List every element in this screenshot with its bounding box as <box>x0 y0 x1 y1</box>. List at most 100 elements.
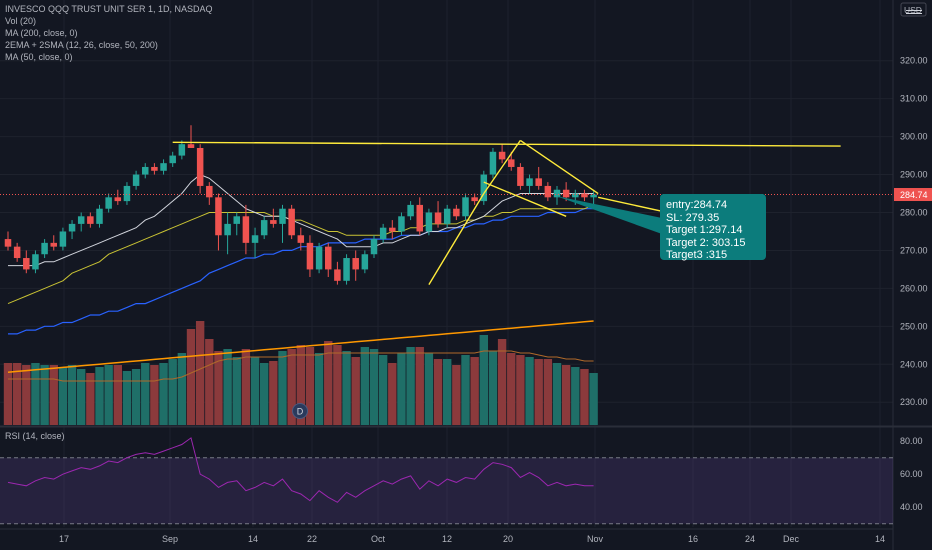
volume-bar <box>397 353 406 425</box>
volume-bar <box>296 345 305 425</box>
volume-bar <box>488 351 498 425</box>
volume-bar <box>561 365 571 425</box>
price-tick-label: 300.00 <box>900 132 928 142</box>
candle-body <box>160 163 167 171</box>
candle-body <box>151 166 158 171</box>
volume-bar <box>67 365 77 425</box>
trade-callout[interactable]: entry:284.74 SL: 279.35 Target 1:297.14 … <box>660 194 766 261</box>
candle-body <box>224 223 231 236</box>
price-tick-label: 270.00 <box>900 245 928 255</box>
candle-body <box>77 216 85 224</box>
candle-body <box>13 246 21 259</box>
candle-body <box>590 194 597 198</box>
volume-bar <box>424 353 434 425</box>
candle-body <box>132 174 140 186</box>
volume-bar <box>443 359 452 425</box>
volume-bar <box>278 351 287 425</box>
volume-bar <box>369 349 379 425</box>
volume-bar <box>113 365 122 425</box>
price-tick-label: 310.00 <box>900 94 928 104</box>
volume-bar <box>543 359 553 425</box>
candle-body <box>425 212 433 232</box>
candle-body <box>196 147 204 186</box>
last-price-tag <box>894 188 932 202</box>
volume-bar <box>86 373 95 425</box>
volume-bar <box>3 363 13 425</box>
volume-bar <box>260 363 269 425</box>
volume-bar <box>241 349 251 425</box>
time-tick-label: 12 <box>442 534 452 544</box>
callout-stop-loss: SL: 279.35 <box>666 211 720 224</box>
candle-body <box>480 174 488 202</box>
currency-box <box>900 2 927 17</box>
candle-body <box>23 258 30 270</box>
legend-ma200[interactable]: MA (200, close, 0) <box>5 28 78 38</box>
volume-bar <box>580 369 589 425</box>
time-tick-label: Sep <box>162 534 178 544</box>
time-tick-label: 24 <box>745 534 755 544</box>
volume-bar <box>388 363 397 425</box>
legend-vol[interactable]: Vol (20) <box>5 16 37 26</box>
volume-bar <box>131 369 141 425</box>
candle-body <box>270 220 277 224</box>
candle-body <box>242 216 250 243</box>
rsi-legend[interactable]: RSI (14, close) <box>5 431 65 441</box>
rsi-line <box>7 437 594 503</box>
time-tick-label: 16 <box>688 534 698 544</box>
candle-body <box>553 189 561 198</box>
volume-bar <box>31 363 40 425</box>
volume-bar <box>461 355 470 425</box>
volume-bar <box>205 339 214 425</box>
price-tick-label: 250.00 <box>900 321 928 331</box>
candle-body <box>105 197 112 209</box>
candle-body <box>260 220 268 236</box>
candle-body <box>178 144 186 156</box>
candle-body <box>169 155 176 164</box>
legend-symbol[interactable]: INVESCO QQQ TRUST UNIT SER 1, 1D, NASDAQ <box>5 4 213 14</box>
candle-body <box>114 197 122 202</box>
candle-body <box>343 258 350 281</box>
legend-ma50[interactable]: MA (50, close, 0) <box>5 52 73 62</box>
volume-bar <box>58 367 68 425</box>
volume-bar <box>232 357 241 425</box>
volume-bar <box>159 363 168 425</box>
candle-body <box>41 242 48 255</box>
rsi-tick-label: 60.00 <box>900 469 923 479</box>
candle-body <box>471 197 478 202</box>
callout-pointer <box>556 196 662 234</box>
time-tick-label: 17 <box>59 534 69 544</box>
volume-bar <box>95 367 104 425</box>
rsi-tick-label: 80.00 <box>900 436 923 446</box>
legend-ema-sma[interactable]: 2EMA + 2SMA (12, 26, close, 50, 200) <box>5 40 158 50</box>
volume-bar <box>214 351 223 425</box>
candle-body <box>352 258 359 270</box>
volume-bar <box>507 353 516 425</box>
candle-body <box>498 151 506 160</box>
candle-body <box>581 193 588 198</box>
volume-bar <box>22 365 31 425</box>
volume-bar <box>177 353 187 425</box>
event-badge-label: D <box>297 407 304 417</box>
volume-bar <box>360 347 370 425</box>
volume-bar <box>497 339 507 425</box>
candle-body <box>233 216 240 224</box>
candle-body <box>288 208 295 236</box>
volume-bar <box>333 345 342 425</box>
trendline <box>428 193 485 285</box>
candle-body <box>50 242 57 247</box>
time-tick-label: Oct <box>371 534 386 544</box>
menu-icon[interactable] <box>906 8 922 18</box>
time-tick-label: 20 <box>503 534 513 544</box>
callout-target-3: Target3 :315 <box>666 249 728 261</box>
price-tick-label: 280.00 <box>900 208 928 218</box>
price-tick-label: 260.00 <box>900 283 928 293</box>
volume-bar <box>589 373 598 425</box>
trendline <box>172 141 841 147</box>
candle-body <box>87 216 94 224</box>
candle-body <box>562 189 570 198</box>
event-badge <box>292 403 308 419</box>
candle-body <box>215 197 222 236</box>
candle-body <box>68 223 76 232</box>
candle-body <box>526 178 533 186</box>
